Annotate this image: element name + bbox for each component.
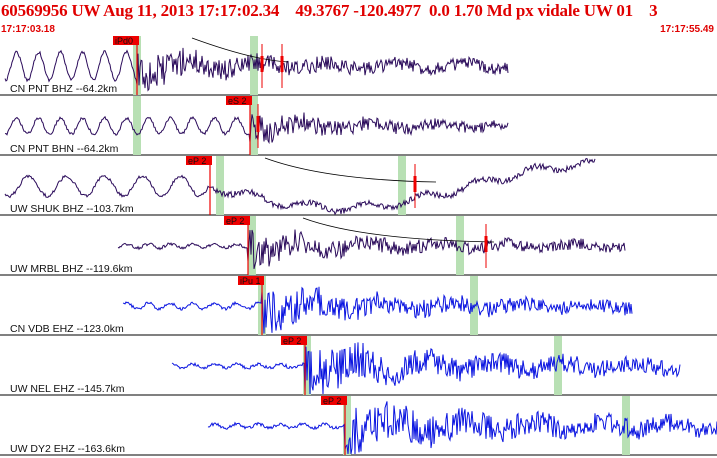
- coda-marker-head: [260, 56, 264, 72]
- waveform-trace[interactable]: [171, 342, 681, 395]
- analysis-window: [343, 396, 351, 455]
- coda-marker-head: [256, 116, 260, 132]
- pick-flag[interactable]: [238, 276, 264, 285]
- pick-label: eP 2: [323, 396, 341, 406]
- analysis-window: [216, 156, 224, 215]
- coda-curve: [264, 157, 437, 183]
- pick-label: iPu 1: [240, 276, 261, 286]
- station-label: UW DY2 EHZ --163.6km: [10, 443, 125, 455]
- pick-label: eP 2: [188, 156, 206, 166]
- analysis-window: [554, 336, 562, 395]
- analysis-window: [398, 156, 406, 215]
- event-title-bar: 60569956 UW Aug 11, 2013 17:17:02.34 49.…: [0, 0, 717, 25]
- pick-label: eS 2: [228, 96, 247, 106]
- pick-label: iPd0: [115, 36, 133, 46]
- station-label: UW NEL EHZ --145.7km: [10, 383, 125, 395]
- pick-flag[interactable]: [113, 36, 139, 45]
- pick-flag[interactable]: [281, 336, 307, 345]
- station-labels: CN PNT BHZ --64.2km CN PNT BHN --64.2km UW…: [10, 83, 134, 455]
- analysis-window: [248, 216, 256, 275]
- coda-curve: [302, 217, 495, 243]
- coda-marker-head: [280, 56, 284, 72]
- station-label: CN PNT BHN --64.2km: [10, 143, 119, 155]
- pick-label: eP 2: [283, 336, 301, 346]
- analysis-window: [133, 96, 141, 155]
- end-time: 17:17:55.49: [660, 24, 714, 35]
- pick-flag[interactable]: [226, 96, 252, 105]
- event-title: 60569956 UW Aug 11, 2013 17:17:02.34 49.…: [1, 1, 658, 20]
- coda-marker-head: [484, 236, 488, 252]
- station-label: CN VDB EHZ --123.0km: [10, 323, 124, 335]
- waveform-trace[interactable]: [4, 47, 509, 92]
- station-label: CN PNT BHZ --64.2km: [10, 83, 117, 95]
- coda-marker-head: [413, 176, 417, 192]
- seismogram-panel[interactable]: iPd0 eS 2 eP 2 eP 2 iPu 1 eP 2 eP 2 CN PNT BHZ…: [0, 36, 717, 458]
- pick-flag[interactable]: [321, 396, 347, 405]
- analysis-window: [456, 216, 464, 275]
- phase-picks: iPd0 eS 2 eP 2 eP 2 iPu 1 eP 2 eP 2: [113, 36, 488, 455]
- pick-flag[interactable]: [186, 156, 212, 165]
- analysis-window: [470, 276, 478, 335]
- waveform-trace[interactable]: [122, 286, 633, 334]
- station-label: UW MRBL BHZ --119.6km: [10, 263, 133, 275]
- pick-label: eP 2: [226, 216, 244, 226]
- waveform-trace[interactable]: [4, 158, 596, 216]
- waveform-trace[interactable]: [4, 112, 509, 145]
- waveform-trace[interactable]: [117, 229, 626, 270]
- start-time: 17:17:03.18: [1, 24, 55, 35]
- waveform-trace[interactable]: [207, 401, 717, 455]
- analysis-window: [622, 396, 630, 455]
- pick-flag[interactable]: [224, 216, 250, 225]
- station-label: UW SHUK BHZ --103.7km: [10, 203, 134, 215]
